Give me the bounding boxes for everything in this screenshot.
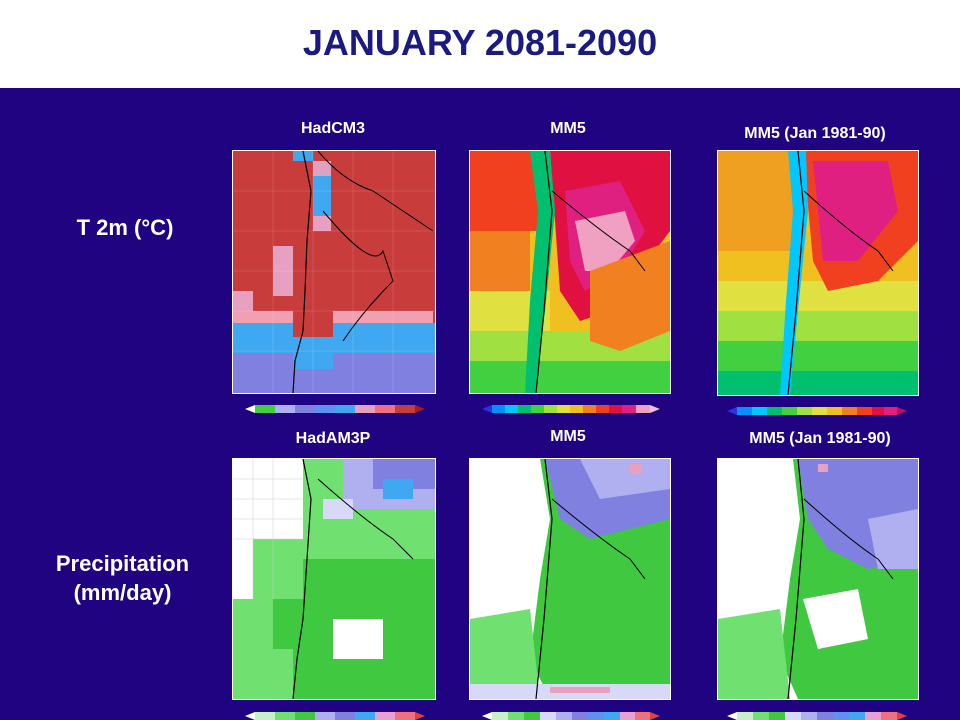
panel-title-mm5-precip: MM5 (550, 428, 586, 445)
map-mm5-precipitation (469, 458, 671, 700)
map-hadcm3-temperature (232, 150, 436, 394)
row-label-line: T 2m (°C) (76, 215, 174, 240)
colorbar-hadam3p (245, 712, 425, 720)
panel-title-mm5-precip-baseline: MM5 (Jan 1981-90) (749, 430, 891, 447)
panel-title-mm5-temp: MM5 (550, 120, 586, 137)
map-mm5-precipitation-baseline (717, 458, 919, 700)
title-band: JANUARY 2081-2090 (0, 0, 960, 88)
map-hadam3p-precipitation (232, 458, 436, 700)
panel-title-mm5-temp-baseline: MM5 (Jan 1981-90) (744, 125, 886, 142)
panel-title-hadam3p: HadAM3P (295, 430, 371, 447)
row-label-precipitation: Precipitation (mm/day) (30, 550, 215, 607)
row-label-line: Precipitation (55, 551, 190, 576)
colorbar-mm5-temperature-baseline (727, 407, 907, 415)
map-mm5-temperature (469, 150, 671, 394)
map-mm5-temperature-baseline (717, 150, 919, 396)
colorbar-mm5-precipitation (482, 712, 660, 720)
colorbar-mm5-temperature (482, 405, 660, 413)
slide-title: JANUARY 2081-2090 (302, 22, 658, 63)
colorbar-hadcm3 (245, 405, 425, 413)
row-label-line: (mm/day) (73, 579, 172, 605)
colorbar-mm5-precipitation-baseline (727, 712, 907, 720)
row-label-temperature: T 2m (°C) (40, 214, 210, 243)
panel-title-hadcm3: HadCM3 (300, 120, 365, 137)
